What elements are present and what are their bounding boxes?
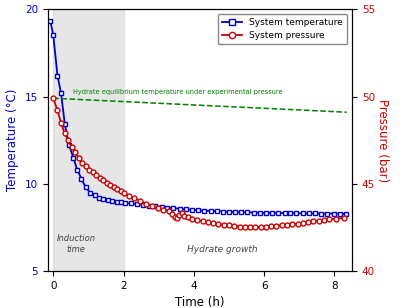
Text: Hydrate growth: Hydrate growth [187, 245, 257, 253]
System temperature [71, 156, 76, 160]
System temperature [331, 212, 336, 216]
Text: Induction
time: Induction time [57, 234, 96, 253]
System temperature [48, 20, 53, 23]
System temperature [307, 212, 312, 215]
System pressure [248, 225, 252, 229]
System pressure [179, 212, 184, 215]
Y-axis label: Pressure (bar): Pressure (bar) [376, 99, 389, 182]
System pressure [118, 189, 123, 193]
System pressure [342, 216, 347, 220]
X-axis label: Time (h): Time (h) [175, 296, 225, 308]
System pressure [51, 96, 56, 100]
Legend: System temperature, System pressure: System temperature, System pressure [218, 14, 348, 44]
System temperature [134, 202, 139, 206]
System temperature [101, 198, 106, 201]
System temperature [88, 191, 92, 194]
Y-axis label: Temperature (°C): Temperature (°C) [6, 89, 20, 191]
System pressure [327, 217, 332, 221]
Bar [53, 9, 124, 271]
System pressure [160, 208, 165, 212]
Line: System pressure: System pressure [51, 96, 347, 229]
System pressure [104, 181, 109, 185]
System pressure [295, 222, 300, 225]
System temperature [343, 212, 348, 216]
Text: Hydrate equilibrium temperature under experimental pressure: Hydrate equilibrium temperature under ex… [73, 89, 282, 95]
Line: System temperature: System temperature [48, 19, 348, 216]
System temperature [337, 212, 342, 216]
